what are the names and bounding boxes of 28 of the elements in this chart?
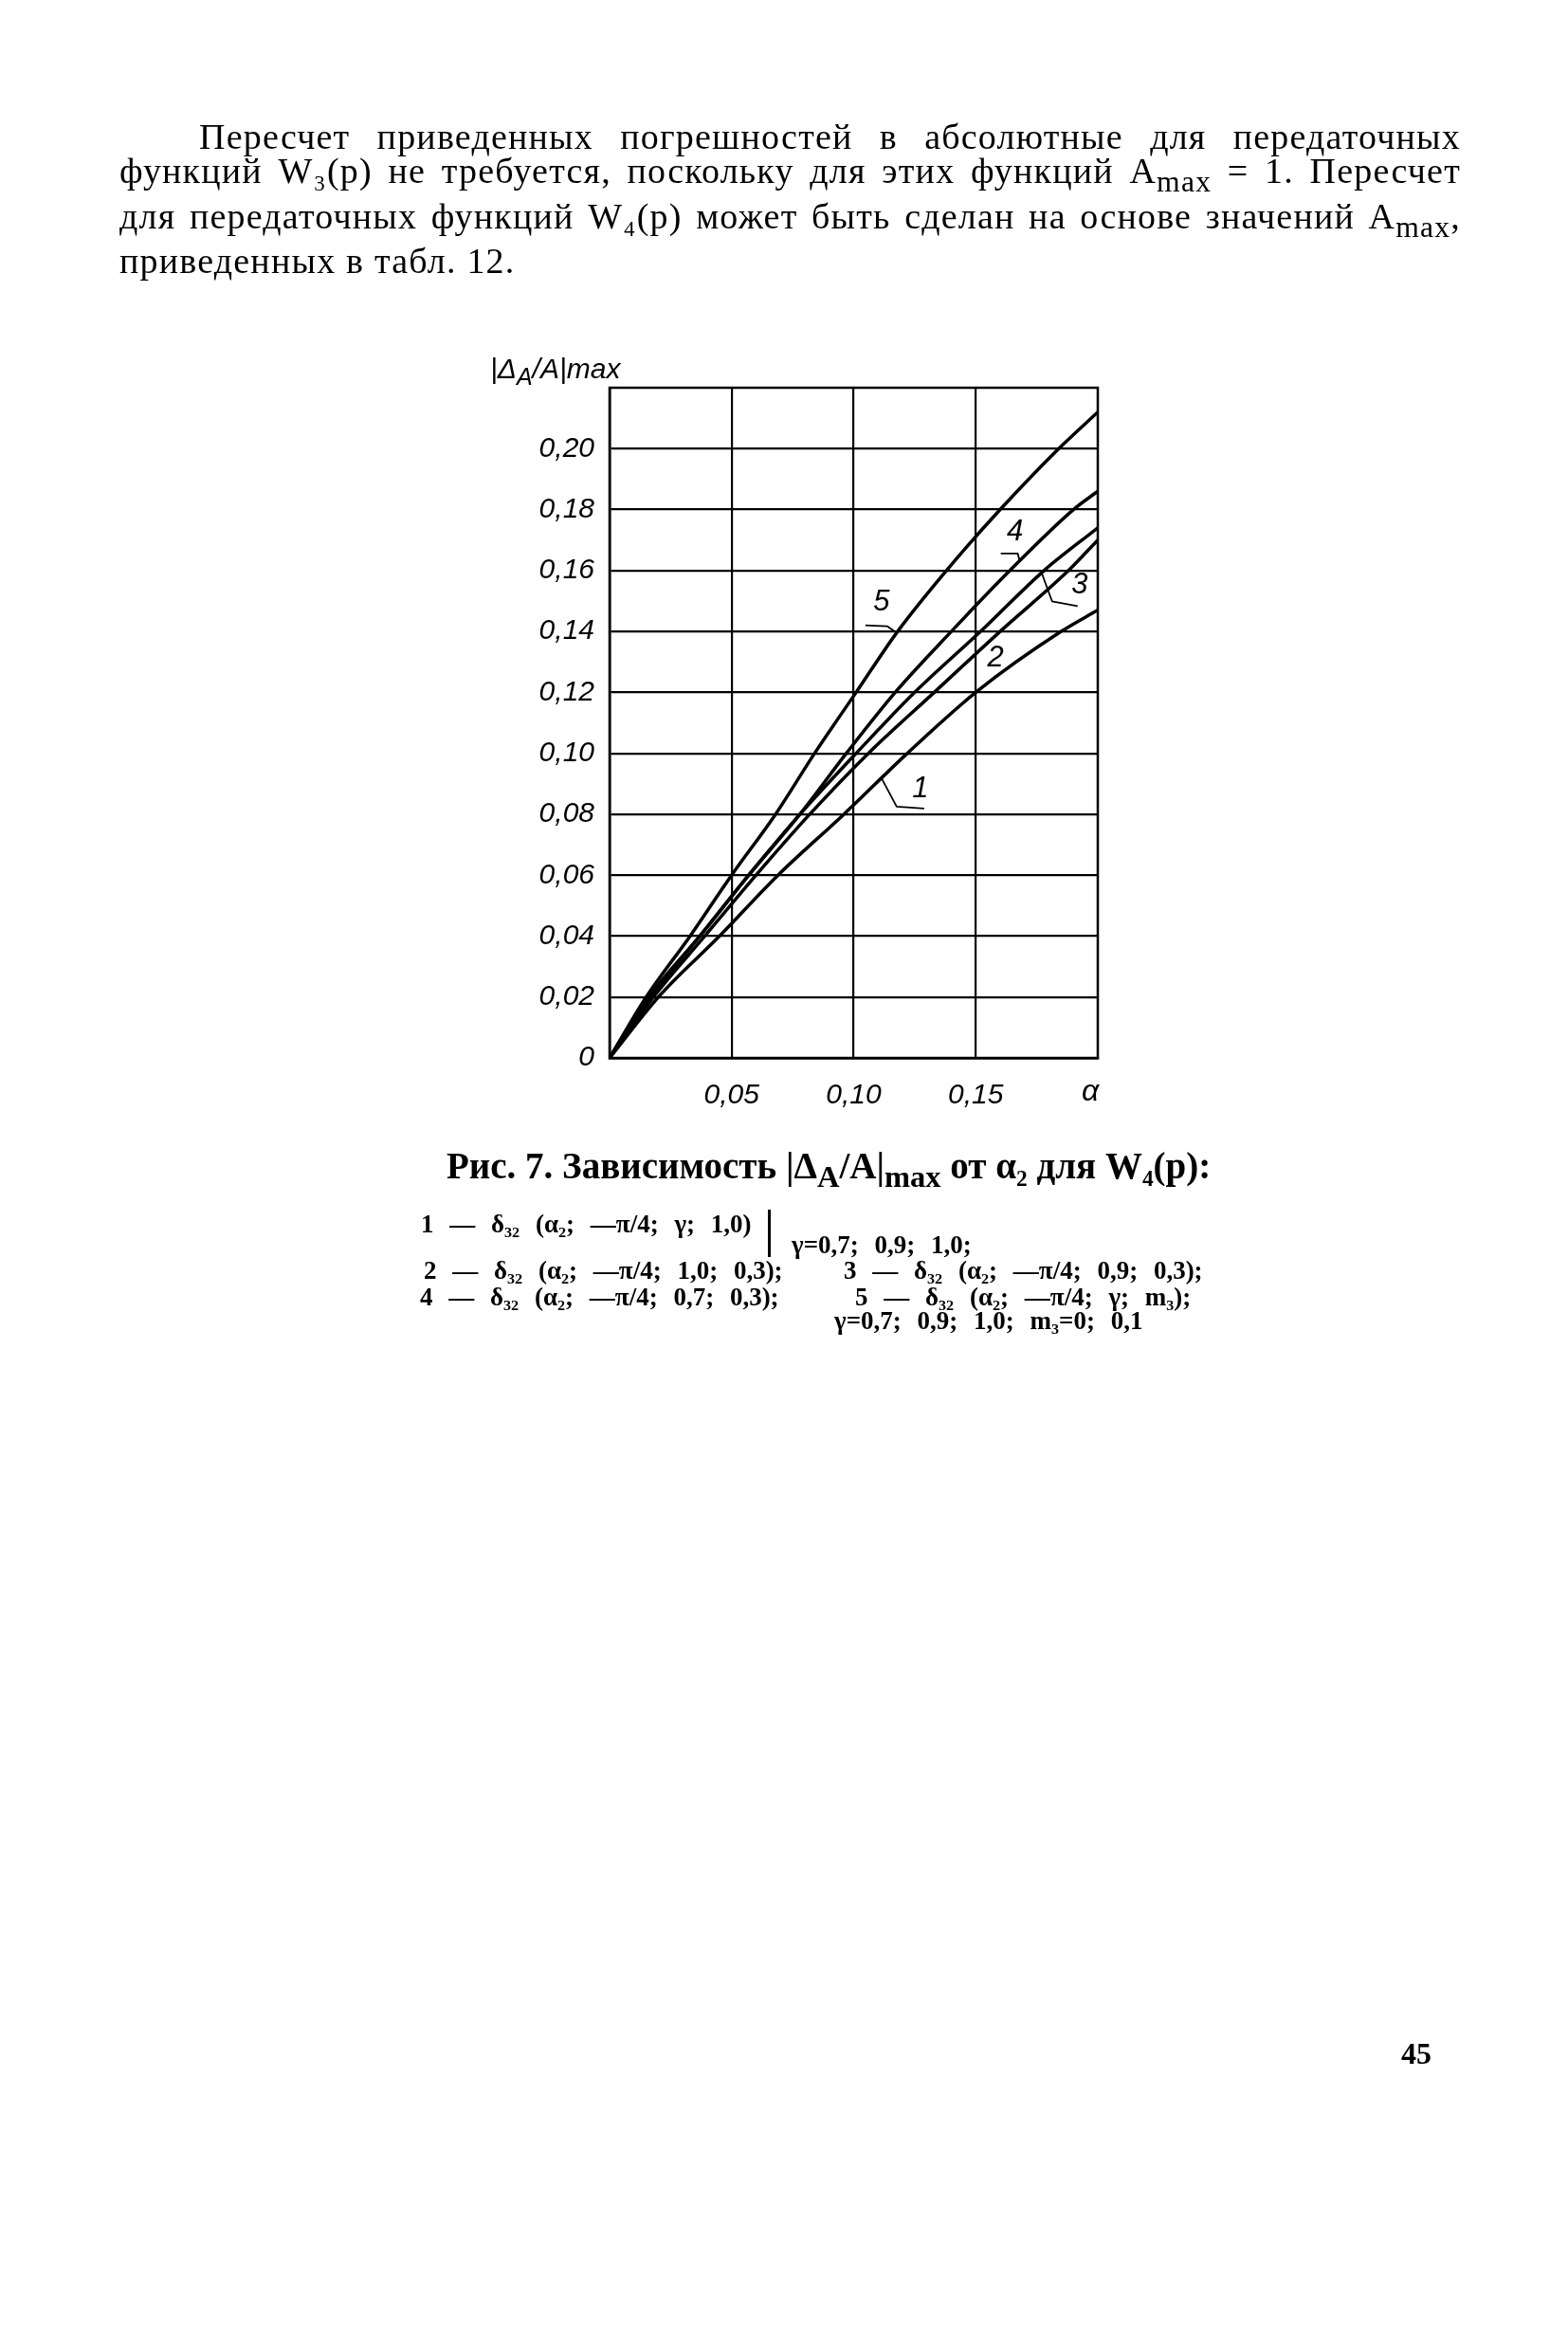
x-tick-label: 0,15 (948, 1078, 1004, 1110)
series-label: 1 (912, 771, 929, 805)
series-label: 4 (1006, 513, 1024, 547)
text: γ=0,7; 0,9; 1,0; (792, 1230, 972, 1259)
x-axis-title: α (1081, 1072, 1100, 1107)
y-tick-label: 0,04 (538, 918, 594, 950)
legend-label: 3 (1071, 566, 1088, 600)
y-tick-label: 0,16 (538, 553, 595, 585)
y-tick-label: 0,10 (538, 735, 595, 767)
y-tick-label: 0 (578, 1040, 595, 1072)
text: 3 — δ₃₂ (α₂; —π/4; 0,9; 0,3); (844, 1256, 1203, 1285)
text: Рис. 7. Зависимость |Δ$_{A}$/A|$_{max}$ от α₂ для W₄(p): (447, 1145, 1212, 1194)
text: 1 — δ₃₂ (α₂; —π/4; γ; 1,0) (421, 1210, 752, 1238)
y-tick-label: 0,14 (538, 613, 594, 646)
y-tick-label: 0,02 (538, 979, 595, 1011)
y-tick-label: 0,18 (538, 491, 595, 523)
y-tick-label: 0,06 (538, 857, 595, 889)
y-tick-label: 0,12 (538, 674, 595, 706)
y-tick-label: 0,08 (538, 796, 595, 829)
text: 45 (1401, 2036, 1431, 2070)
x-tick-label: 0,05 (703, 1078, 760, 1110)
text: Пересчет приведенных погрешностей в абсолютные для передаточных функций W₃(p) не требуется, поскольку для этих функций A$_{max}$ = 1. Пересчет для передаточных функций W₄(p) может быть сделан на основе значений A$_{max}$, приведенных в табл. 12. (119, 117, 1461, 282)
x-tick-label: 0,10 (826, 1078, 883, 1110)
text: 2 — δ₃₂ (α₂; —π/4; 1,0; 0,3); (424, 1256, 783, 1285)
y-tick-label: 0,20 (538, 430, 595, 463)
series-label: 5 (873, 584, 891, 618)
y-axis-title: |Δ$_{A}$/A|max (490, 353, 621, 391)
series-label: 2 (986, 639, 1004, 673)
